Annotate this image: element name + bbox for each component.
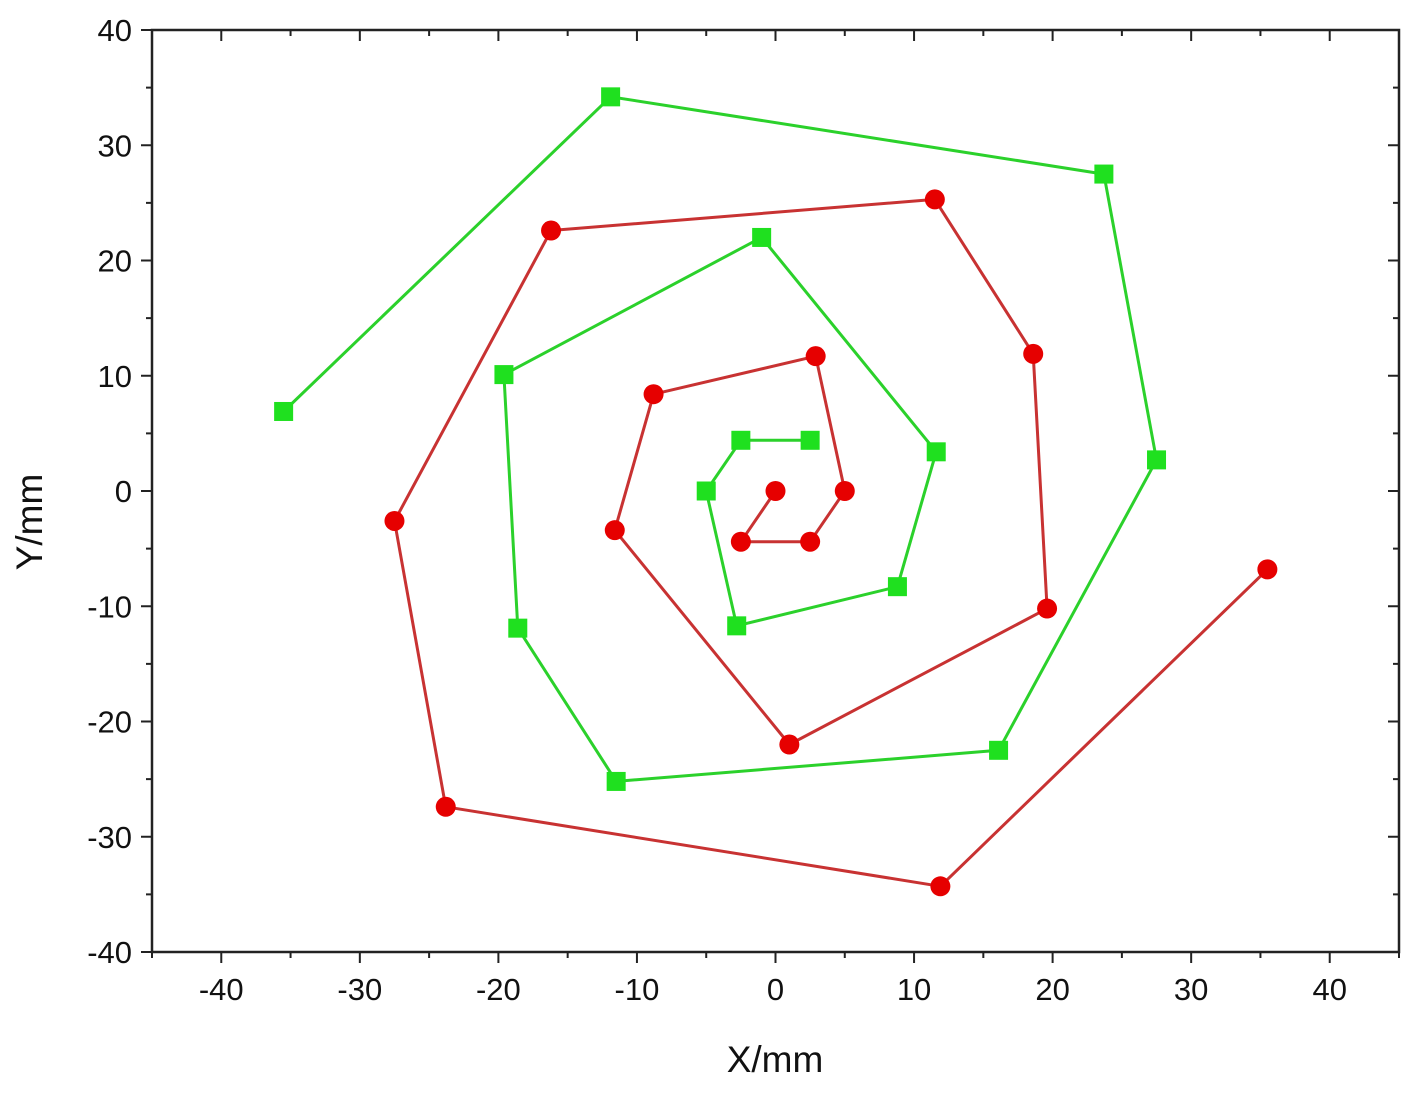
data-point (779, 734, 800, 755)
y-tick-label: 40 (98, 13, 132, 48)
x-tick-label: 30 (1174, 972, 1208, 1007)
x-tick-label: 10 (897, 972, 931, 1007)
data-point (1147, 450, 1167, 470)
data-point (494, 365, 514, 385)
y-tick-label: 30 (98, 128, 132, 163)
data-point (601, 87, 621, 107)
data-point (1023, 343, 1044, 364)
x-tick-label: -40 (199, 972, 244, 1007)
data-point (924, 189, 945, 210)
y-tick-label: 0 (115, 474, 132, 509)
y-tick-label: -10 (87, 589, 132, 624)
series-line (393, 197, 1269, 888)
x-tick-label: -20 (476, 972, 521, 1007)
data-point (730, 531, 751, 552)
x-tick-label: -30 (337, 972, 382, 1007)
data-point (274, 401, 294, 421)
data-point (926, 442, 946, 462)
y-tick-label: -30 (87, 820, 132, 855)
data-point (1094, 164, 1114, 184)
y-tick-label: 10 (98, 359, 132, 394)
series-layer (274, 87, 1278, 897)
data-point (508, 618, 528, 638)
data-point (384, 510, 405, 531)
data-point (752, 227, 772, 247)
y-axis-title: Y/mm (9, 474, 50, 571)
data-point (800, 531, 821, 552)
axis-ticks: -40 -30 -20 -10 0 10 20 30 40 -40 -30 -20 -10 0 10 20 30… (87, 13, 1400, 1007)
data-point (604, 520, 625, 541)
series-line (282, 95, 1158, 783)
data-point (435, 796, 456, 817)
y-tick-label: -20 (87, 705, 132, 740)
data-point (643, 384, 664, 405)
x-tick-label: 20 (1035, 972, 1069, 1007)
data-point (1037, 598, 1058, 619)
data-point (805, 346, 826, 367)
data-point (696, 481, 716, 501)
x-axis-title: X/mm (727, 1039, 824, 1080)
x-tick-label: -10 (615, 972, 660, 1007)
data-point (541, 220, 562, 241)
data-point (834, 481, 855, 501)
data-point (731, 430, 751, 450)
data-point (727, 616, 747, 636)
series-2 (274, 87, 1167, 791)
y-tick-label: 20 (98, 244, 132, 279)
data-point (930, 876, 951, 897)
data-point (989, 740, 1009, 760)
x-tick-label: 0 (767, 972, 784, 1007)
x-tick-label: 40 (1312, 972, 1346, 1007)
data-point (765, 481, 786, 501)
data-point (800, 430, 820, 450)
y-tick-label: -40 (87, 935, 132, 970)
data-point (606, 771, 626, 791)
series-1 (384, 189, 1278, 897)
data-point (887, 577, 907, 597)
data-point (1257, 559, 1278, 580)
